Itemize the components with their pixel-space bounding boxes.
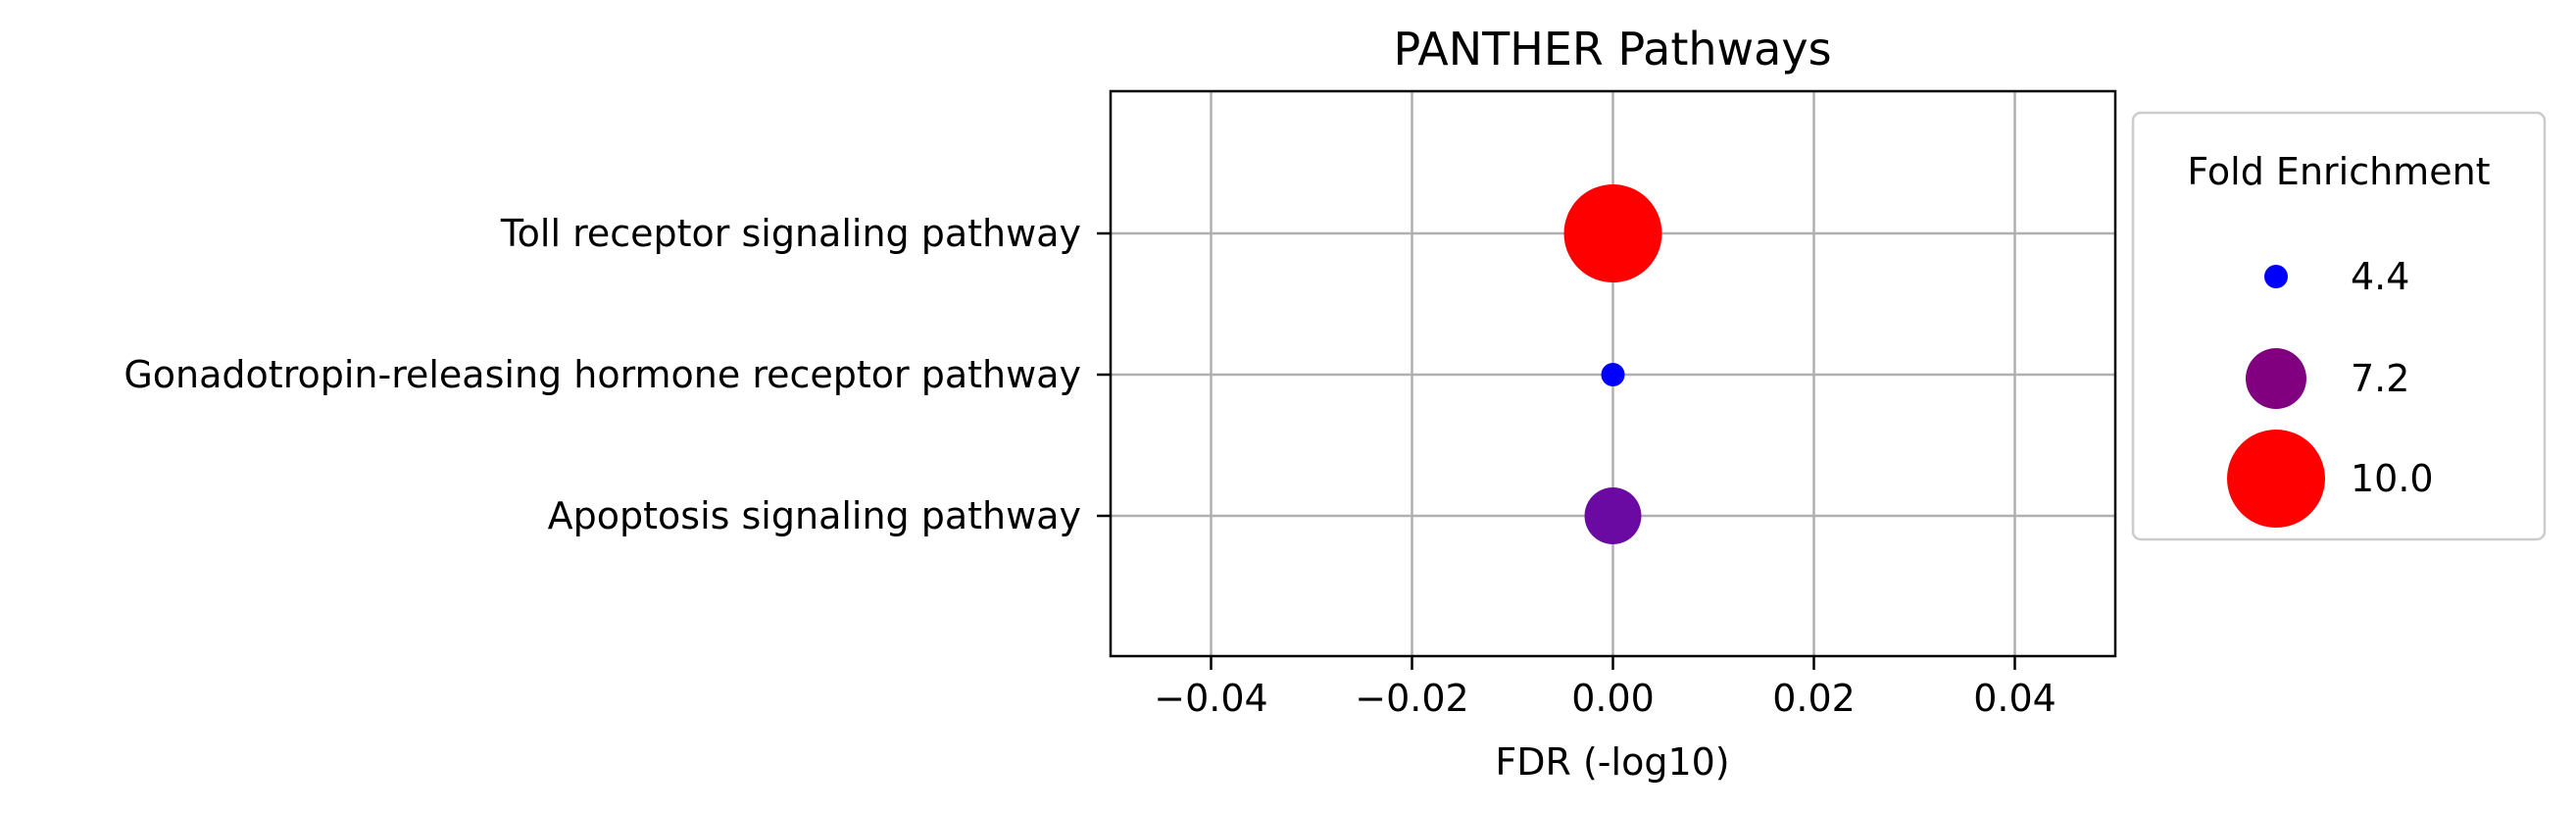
legend-label: 7.2 (2351, 357, 2409, 400)
legend-marker (2246, 348, 2306, 409)
x-tick-label: −0.02 (1355, 677, 1468, 720)
y-tick-label: Apoptosis signaling pathway (548, 494, 1081, 537)
legend-entries: 4.4 7.2 10.0 (2227, 255, 2434, 528)
y-tick-label: Toll receptor signaling pathway (500, 212, 1081, 255)
x-tick-label: −0.04 (1154, 677, 1267, 720)
data-point (1563, 184, 1662, 282)
x-tick-label: 0.00 (1571, 677, 1655, 720)
legend-marker (2264, 265, 2288, 288)
y-axis-ticks: Toll receptor signaling pathway Gonadotro… (124, 212, 1111, 537)
legend-box (2131, 111, 2547, 541)
x-tick-label: 0.04 (1973, 677, 2056, 720)
y-tick-label: Gonadotropin-releasing hormone receptor … (124, 353, 1081, 396)
chart-title: PANTHER Pathways (1393, 23, 1831, 76)
legend: Fold Enrichment 4.4 7.2 10.0 (2131, 111, 2547, 541)
legend-label: 10.0 (2351, 457, 2434, 500)
legend-marker (2227, 430, 2325, 528)
legend-title: Fold Enrichment (2187, 150, 2490, 193)
x-tick-label: 0.02 (1772, 677, 1856, 720)
x-axis-label: FDR (-log10) (1495, 740, 1729, 784)
legend-label: 4.4 (2351, 255, 2409, 298)
data-point (1584, 487, 1642, 544)
data-point (1601, 363, 1625, 386)
x-axis-ticks: −0.04 −0.02 0.00 0.02 0.04 (1154, 656, 2056, 720)
data-points (1563, 184, 1662, 544)
